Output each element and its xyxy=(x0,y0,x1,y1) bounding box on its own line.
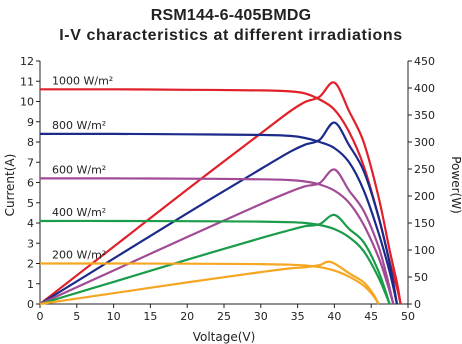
x-tick-label: 15 xyxy=(143,310,157,323)
pv-curve-600 xyxy=(39,168,395,306)
iv-curve-200 xyxy=(40,262,380,305)
y-left-tick-label: 10 xyxy=(20,96,34,109)
x-tick-label: 5 xyxy=(73,310,80,323)
y-left-tick-label: 2 xyxy=(27,258,34,271)
y-right-tick-label: 400 xyxy=(414,82,435,95)
pv-curve-200 xyxy=(39,260,380,306)
series-label: 800 W/m² xyxy=(52,119,106,132)
x-axis-label: Voltage(V) xyxy=(193,330,256,344)
y-right-tick-label: 350 xyxy=(414,109,435,122)
y-right-tick-label: 450 xyxy=(414,55,435,68)
y-right-tick-label: 0 xyxy=(414,298,421,311)
x-tick-label: 10 xyxy=(107,310,121,323)
x-tick-label: 35 xyxy=(291,310,305,323)
y-left-tick-label: 1 xyxy=(27,278,34,291)
y-left-tick-label: 3 xyxy=(27,237,34,250)
y-right-tick-label: 150 xyxy=(414,217,435,230)
y-left-tick-label: 5 xyxy=(27,197,34,210)
iv-curve-400 xyxy=(39,219,391,305)
y-left-tick-label: 4 xyxy=(27,217,34,230)
x-tick-label: 0 xyxy=(37,310,44,323)
series-label: 1000 W/m² xyxy=(52,74,113,87)
y-right-tick-label: 200 xyxy=(414,190,435,203)
x-tick-label: 20 xyxy=(180,310,194,323)
series-label: 200 W/m² xyxy=(52,249,106,262)
y-left-tick-label: 8 xyxy=(27,136,34,149)
y-left-tick-label: 9 xyxy=(27,116,34,129)
x-tick-label: 30 xyxy=(254,310,268,323)
chart-subtitle: I-V characteristics at different irradia… xyxy=(59,27,403,44)
y-right-tick-label: 300 xyxy=(414,136,435,149)
y-left-tick-label: 0 xyxy=(27,298,34,311)
y-left-tick-label: 7 xyxy=(27,156,34,169)
y-axis-right-label: Power(W) xyxy=(449,156,462,214)
pv-curve-1000 xyxy=(39,81,402,305)
y-axis-left-label: Current(A) xyxy=(3,154,17,217)
x-tick-label: 50 xyxy=(401,310,415,323)
y-right-tick-label: 100 xyxy=(414,244,435,257)
chart-title: RSM144-6-405BMDG xyxy=(150,7,312,24)
series-label: 400 W/m² xyxy=(52,206,106,219)
y-right-tick-label: 250 xyxy=(414,163,435,176)
x-tick-label: 25 xyxy=(217,310,231,323)
y-left-tick-label: 11 xyxy=(20,75,34,88)
pv-curve-400 xyxy=(39,213,391,306)
y-left-tick-label: 12 xyxy=(20,55,34,68)
y-right-tick-label: 50 xyxy=(414,271,428,284)
iv-curve-600 xyxy=(40,177,395,305)
x-tick-label: 40 xyxy=(327,310,341,323)
y-left-tick-label: 6 xyxy=(27,177,34,190)
series-label: 600 W/m² xyxy=(52,163,106,176)
pv-curve-800 xyxy=(39,121,399,305)
x-tick-label: 45 xyxy=(364,310,378,323)
